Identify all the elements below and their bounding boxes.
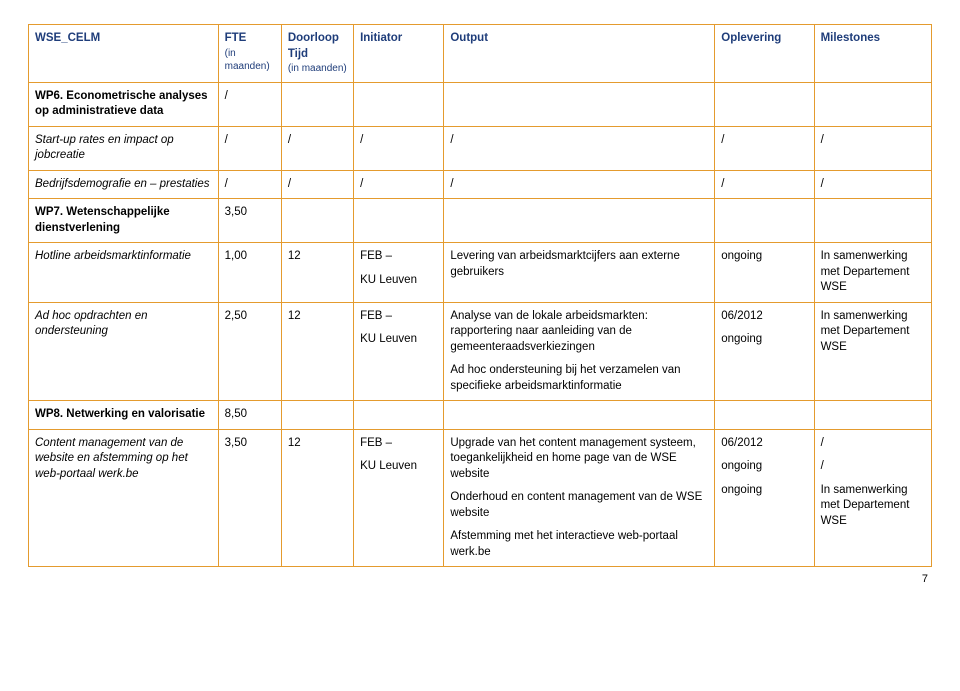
- table-cell: [715, 82, 814, 126]
- table-cell: /: [281, 126, 353, 170]
- table-cell: 3,50: [218, 199, 281, 243]
- table-cell: FEB –KU Leuven: [354, 243, 444, 303]
- table-cell: [281, 199, 353, 243]
- table-cell: Start-up rates en impact op jobcreatie: [29, 126, 219, 170]
- table-cell: //In samenwerking met Departement WSE: [814, 429, 931, 567]
- table-cell: [715, 199, 814, 243]
- col-header-oplevering: Oplevering: [715, 25, 814, 83]
- table-cell: /: [354, 126, 444, 170]
- table-row: WP8. Netwerking en valorisatie8,50: [29, 401, 932, 430]
- col-header-initiator: Initiator: [354, 25, 444, 83]
- table-cell: /: [281, 170, 353, 199]
- table-cell: [354, 82, 444, 126]
- table-cell: [444, 199, 715, 243]
- table-cell: 12: [281, 429, 353, 567]
- table-cell: /: [218, 126, 281, 170]
- table-cell: In samenwerking met Departement WSE: [814, 302, 931, 401]
- table-cell: [814, 199, 931, 243]
- table-cell: Upgrade van het content management syste…: [444, 429, 715, 567]
- table-cell: 8,50: [218, 401, 281, 430]
- table-cell: 3,50: [218, 429, 281, 567]
- table-cell: /: [354, 170, 444, 199]
- table-row: Hotline arbeidsmarktinformatie1,0012FEB …: [29, 243, 932, 303]
- table-row: Start-up rates en impact op jobcreatie//…: [29, 126, 932, 170]
- table-row: Bedrijfsdemografie en – prestaties//////: [29, 170, 932, 199]
- table-cell: 06/2012ongoing: [715, 302, 814, 401]
- col-header-fte: FTE (in maanden): [218, 25, 281, 83]
- table-cell: FEB –KU Leuven: [354, 429, 444, 567]
- table-cell: [281, 82, 353, 126]
- table-cell: In samenwerking met Departement WSE: [814, 243, 931, 303]
- table-cell: Ad hoc opdrachten en ondersteuning: [29, 302, 219, 401]
- table-cell: /: [814, 170, 931, 199]
- table-cell: /: [218, 170, 281, 199]
- table-cell: [354, 199, 444, 243]
- table-cell: 1,00: [218, 243, 281, 303]
- table-cell: /: [814, 126, 931, 170]
- table-cell: [354, 401, 444, 430]
- table-cell: [814, 82, 931, 126]
- table-cell: /: [715, 126, 814, 170]
- table-cell: /: [444, 126, 715, 170]
- table-cell: Bedrijfsdemografie en – prestaties: [29, 170, 219, 199]
- header-row: WSE_CELM FTE (in maanden) Doorloop Tijd …: [29, 25, 932, 83]
- table-cell: WP6. Econometrische analyses op administ…: [29, 82, 219, 126]
- table-cell: FEB –KU Leuven: [354, 302, 444, 401]
- table-row: Content management van de website en afs…: [29, 429, 932, 567]
- page-number: 7: [28, 573, 932, 585]
- table-cell: Analyse van de lokale arbeidsmarkten: ra…: [444, 302, 715, 401]
- table-cell: 06/2012ongoingongoing: [715, 429, 814, 567]
- table-cell: [281, 401, 353, 430]
- table-cell: ongoing: [715, 243, 814, 303]
- col-header-output: Output: [444, 25, 715, 83]
- work-package-table: WSE_CELM FTE (in maanden) Doorloop Tijd …: [28, 24, 932, 567]
- table-cell: /: [218, 82, 281, 126]
- table-cell: WP8. Netwerking en valorisatie: [29, 401, 219, 430]
- table-cell: 12: [281, 302, 353, 401]
- table-cell: 12: [281, 243, 353, 303]
- table-cell: 2,50: [218, 302, 281, 401]
- table-cell: [715, 401, 814, 430]
- table-row: WP6. Econometrische analyses op administ…: [29, 82, 932, 126]
- table-cell: [814, 401, 931, 430]
- table-cell: [444, 82, 715, 126]
- table-cell: /: [444, 170, 715, 199]
- table-row: WP7. Wetenschappelijke dienstverlening3,…: [29, 199, 932, 243]
- table-cell: WP7. Wetenschappelijke dienstverlening: [29, 199, 219, 243]
- table-cell: Levering van arbeidsmarktcijfers aan ext…: [444, 243, 715, 303]
- table-cell: [444, 401, 715, 430]
- col-header-milestones: Milestones: [814, 25, 931, 83]
- table-cell: Hotline arbeidsmarktinformatie: [29, 243, 219, 303]
- col-header-wse: WSE_CELM: [29, 25, 219, 83]
- table-cell: Content management van de website en afs…: [29, 429, 219, 567]
- table-cell: /: [715, 170, 814, 199]
- table-row: Ad hoc opdrachten en ondersteuning2,5012…: [29, 302, 932, 401]
- col-header-doorloop: Doorloop Tijd (in maanden): [281, 25, 353, 83]
